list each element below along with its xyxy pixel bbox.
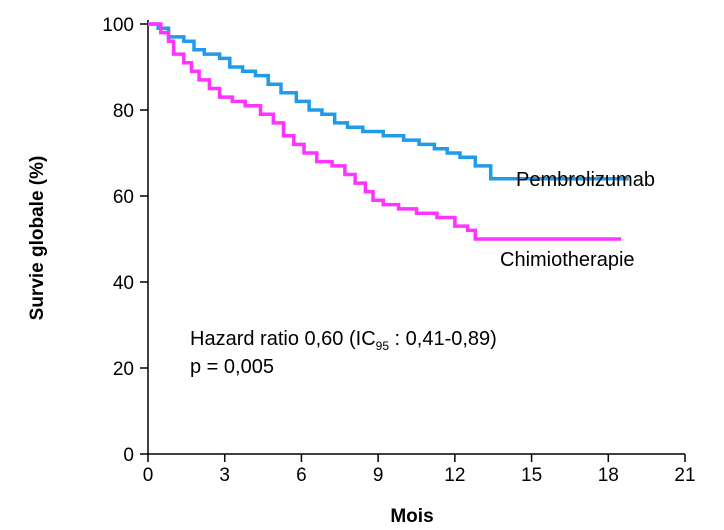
y-tick-label: 60 [113,187,134,208]
hazard-ratio-subscript: 95 [376,339,390,353]
p-value-annotation: p = 0,005 [190,356,274,378]
axes: 0 20 40 60 80 100 0 3 6 9 12 15 18 21 [102,15,695,486]
series-group [148,22,629,241]
x-tick-label: 12 [444,465,465,486]
y-tick-label: 100 [102,15,134,36]
x-tick-label: 3 [219,465,230,486]
series-label-pembrolizumab: Pembrolizumab [516,169,655,191]
y-axis-title: Survie globale (%) [27,156,48,321]
x-tick-label: 6 [296,465,307,486]
y-tick-label: 20 [113,359,134,380]
hazard-ratio-suffix: : 0,41-0,89) [389,328,497,350]
hazard-ratio-annotation: Hazard ratio 0,60 (IC95 : 0,41-0,89) [190,328,497,353]
y-tick-label: 0 [123,445,134,466]
y-tick-label: 40 [113,273,134,294]
series-label-chimiotherapie: Chimiotherapie [500,249,635,271]
x-tick-label: 21 [674,465,695,486]
x-tick-label: 0 [143,465,154,486]
x-tick-label: 15 [521,465,542,486]
x-tick-label: 18 [598,465,619,486]
series-line-pembrolizumab [148,22,629,181]
x-tick-label: 9 [373,465,384,486]
series-line-chimiotherapie [148,22,622,241]
hazard-ratio-prefix: Hazard ratio 0,60 (IC [190,328,376,350]
y-tick-label: 80 [113,101,134,122]
x-axis-title: Mois [390,506,433,527]
